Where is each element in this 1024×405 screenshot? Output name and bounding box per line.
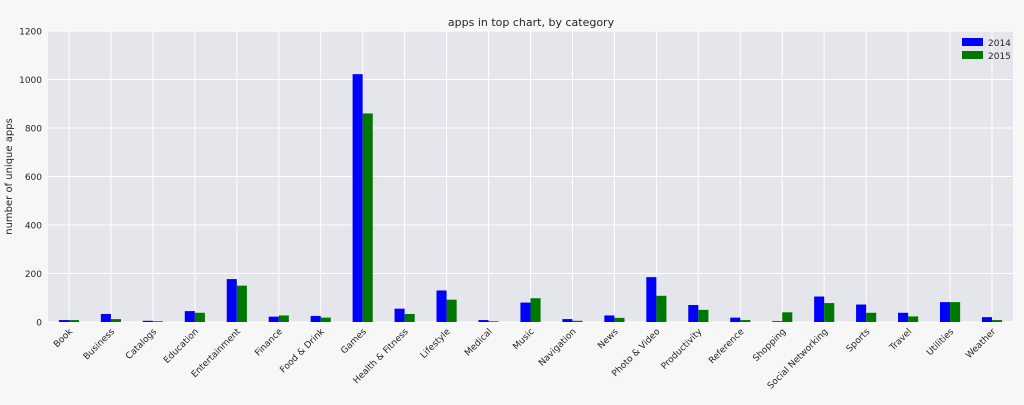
y-tick-label: 1200 [19,28,42,38]
bar-2014 [100,313,111,322]
legend-swatch-2014 [962,38,983,46]
bar-2015 [320,317,331,322]
bar-2015 [446,299,457,322]
bar-2014 [939,302,951,322]
chart-title: apps in top chart, by category [448,16,615,29]
bar-2015 [194,312,205,322]
bar-2014 [856,304,867,322]
bar-2014 [562,319,573,322]
bar-2015 [110,319,122,322]
x-tick-label: Sports [845,327,873,355]
x-tick-label: Navigation [537,327,578,368]
legend: 2014 2015 [962,38,1011,62]
bar-2014 [478,320,489,322]
y-tick-label: 400 [25,222,42,232]
bar-2015 [572,320,583,322]
bar-2015 [782,312,793,322]
bar-2015 [362,113,373,322]
bar-2015 [698,309,709,322]
bar-2014 [688,305,699,322]
x-tick-label: Weather [964,327,998,361]
bar-2014 [394,308,405,322]
bar-2015 [236,285,247,322]
bar-2015 [404,313,415,322]
bar-2015 [824,303,835,322]
bar-2015 [614,317,625,322]
x-tick-label: Book [52,326,75,349]
bar-2014 [730,317,741,322]
bar-2014 [226,279,237,322]
bar-2015 [530,298,541,322]
bar-2014 [520,302,531,322]
bar-2014 [772,321,783,322]
x-tick-label: Utilities [925,327,956,358]
bar-2015 [740,320,751,322]
bar-2014 [646,277,657,322]
x-tick-label: Reference [707,327,746,366]
plot-layer [48,30,1013,323]
x-tick-label: Productivity [660,327,705,372]
y-tick-label: 200 [25,270,42,280]
legend-label-2014: 2014 [988,39,1011,49]
bar-2014 [58,320,69,322]
bar-2015 [950,302,961,322]
bar-2015 [992,320,1003,322]
bar-2014 [981,317,993,322]
x-tick-label: Music [511,327,536,352]
y-tick-label: 0 [36,319,42,329]
x-tick-label: Education [162,327,201,366]
bar-2015 [278,315,289,322]
y-axis-label: number of unique apps [4,118,15,235]
y-tick-label: 1000 [19,76,42,86]
bar-2014 [898,312,909,322]
x-tick-label: Business [82,327,117,362]
x-tick-label: Food & Drink [278,326,327,375]
x-tick-label: Travel [888,327,915,354]
bar-2014 [352,74,363,322]
x-tick-label: Finance [253,327,285,359]
bar-2014 [268,316,279,322]
bar-2014 [814,296,825,322]
y-tick-label: 600 [25,173,42,183]
legend-label-2015: 2015 [988,52,1011,62]
x-tick-label: Shopping [751,327,788,364]
bar-2015 [866,312,877,322]
bar-2015 [908,316,919,322]
bar-2015 [152,321,163,322]
x-tick-label: Games [339,327,369,357]
bar-2014 [184,311,195,322]
bar-2014 [310,315,321,322]
x-tick-label: Catalogs [124,327,159,362]
legend-swatch-2015 [962,51,983,59]
bar-2014 [142,320,153,322]
x-tick-label: Lifestyle [419,327,453,361]
bar-2015 [488,321,499,322]
bar-2015 [656,295,667,322]
x-tick-label: News [596,327,620,351]
y-tick-label: 800 [25,125,42,135]
x-tick-label: Medical [463,327,494,358]
bar-2014 [604,315,615,322]
bar-2014 [436,290,447,322]
bar-2015 [68,320,80,322]
